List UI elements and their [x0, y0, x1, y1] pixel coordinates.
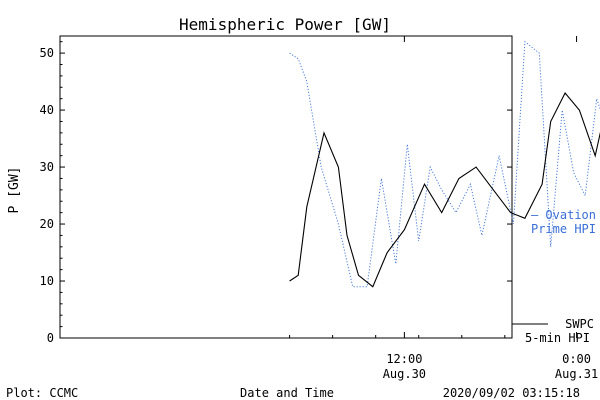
chart-title: Hemispheric Power [GW] [179, 15, 391, 34]
y-tick-label: 40 [40, 103, 54, 117]
series-swpc-5-min-hpi [289, 92, 600, 288]
y-axis: 0 10 20 30 40 50 [40, 41, 512, 345]
x-axis: 12:00Aug.300:00Aug.3112:00Aug.310:00Sep … [289, 36, 598, 381]
series-layer [289, 40, 600, 288]
legend-swpc-label: SWPC [565, 317, 594, 331]
y-tick-label: 20 [40, 217, 54, 231]
y-tick-label: 0 [47, 331, 54, 345]
y-tick-label: 50 [40, 46, 54, 60]
legend-ovation-label: — Ovation [531, 208, 596, 222]
x-tick-label-time: 12:00 [386, 352, 422, 366]
y-axis-label: P [GW] [7, 167, 22, 214]
y-tick-label: 10 [40, 274, 54, 288]
series-ovation-prime-hpi [289, 40, 600, 288]
footer-left: Plot: CCMC [6, 386, 78, 400]
footer-timestamp: 2020/09/02 03:15:18 [443, 386, 580, 400]
legend-swpc-label-2: 5-min HPI [525, 331, 590, 345]
x-tick-label-date: Aug.30 [383, 367, 426, 381]
plot-frame [59, 35, 513, 339]
y-tick-label: 30 [40, 160, 54, 174]
x-tick-label-time: 0:00 [562, 352, 591, 366]
legend-ovation-label-2: Prime HPI [531, 222, 596, 236]
x-tick-label-date: Aug.31 [555, 367, 598, 381]
x-axis-label: Date and Time [240, 386, 334, 400]
